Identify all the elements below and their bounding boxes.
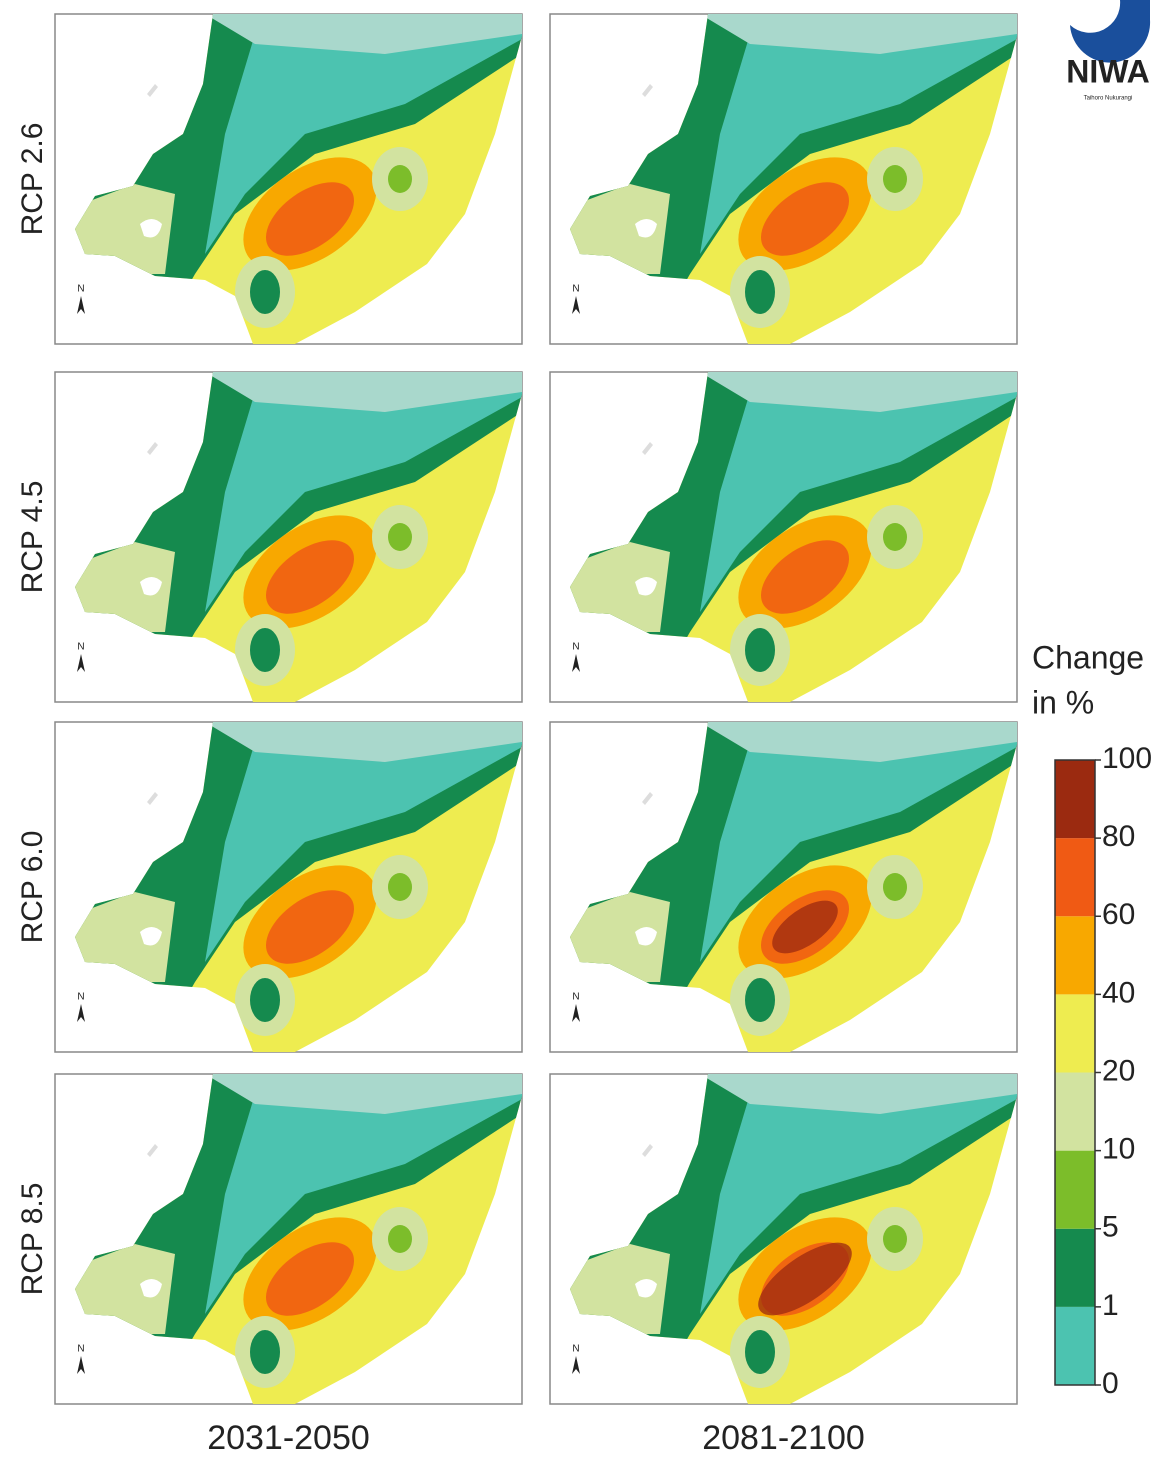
column-label: 2031-2050 [207, 1419, 370, 1457]
north-label: N [77, 642, 84, 653]
logo-mark [1070, 0, 1151, 63]
row-label: RCP 8.5 [16, 1183, 49, 1296]
north-label: N [572, 284, 579, 295]
legend-swatch [1055, 1150, 1095, 1229]
north-label: N [572, 642, 579, 653]
legend-tick-label: 10 [1102, 1133, 1135, 1166]
map-panel: N [54, 371, 523, 703]
map-panel: N [54, 1073, 523, 1405]
legend-swatch [1055, 1306, 1095, 1385]
north-label: N [572, 1344, 579, 1355]
legend-swatch [1055, 916, 1095, 995]
legend-tick-label: 5 [1102, 1211, 1119, 1244]
north-label: N [77, 284, 84, 295]
legend-swatch [1055, 838, 1095, 917]
hotspot [772, 900, 838, 954]
hotspot [758, 1242, 852, 1316]
legend-swatch [1055, 1228, 1095, 1307]
north-label: N [572, 992, 579, 1003]
logo-subtitle: Taihoro Nukurangi [1084, 96, 1133, 102]
north-label: N [77, 1344, 84, 1355]
legend-tick-label: 80 [1102, 820, 1135, 853]
legend-swatch [1055, 994, 1095, 1073]
map-panel: N [549, 1073, 1018, 1405]
legend-tick-label: 20 [1102, 1054, 1135, 1087]
map-panel: N [549, 13, 1018, 345]
row-label: RCP 4.5 [16, 481, 49, 594]
legend-tick-label: 60 [1102, 898, 1135, 931]
legend-title: Change [1032, 639, 1144, 675]
column-label: 2081-2100 [702, 1419, 865, 1457]
row-label: RCP 2.6 [16, 123, 49, 236]
map-panel: N [549, 721, 1018, 1053]
map-panel: N [549, 371, 1018, 703]
logo-name: NIWA [1066, 53, 1150, 89]
legend-swatch [1055, 1072, 1095, 1151]
legend-tick-label: 1 [1102, 1289, 1119, 1322]
legend-tick-label: 100 [1102, 742, 1152, 775]
row-label: RCP 6.0 [16, 831, 49, 944]
legend-tick-label: 0 [1102, 1367, 1119, 1400]
legend-title: in % [1032, 684, 1094, 720]
legend-swatch [1055, 760, 1095, 839]
map-panel: N [54, 721, 523, 1053]
north-label: N [77, 992, 84, 1003]
legend-tick-label: 40 [1102, 976, 1135, 1009]
map-panel: N [54, 13, 523, 345]
